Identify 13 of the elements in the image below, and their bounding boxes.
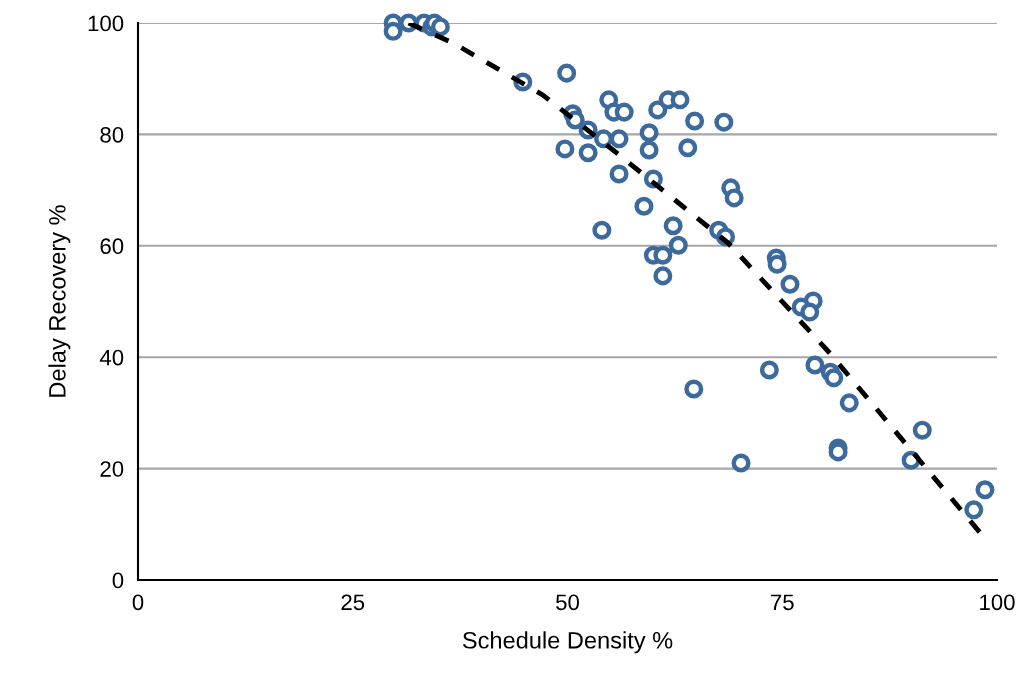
y-tick-label: 60 — [100, 238, 124, 255]
x-axis-title: Schedule Density % — [462, 631, 673, 654]
x-tick-label: 25 — [341, 594, 365, 611]
y-tick-label: 40 — [99, 349, 124, 366]
x-tick-label: 100 — [980, 594, 1015, 611]
x-tick-label: 50 — [556, 594, 579, 611]
y-axis-title: Delay Recovery % — [48, 205, 71, 397]
y-tick-label: 80 — [100, 126, 124, 143]
y-tick-label: 0 — [112, 572, 124, 589]
x-tick-label: 75 — [771, 594, 794, 611]
y-tick-label: 100 — [88, 15, 124, 32]
y-tick-label: 20 — [100, 461, 124, 477]
x-tick-label: 0 — [132, 594, 144, 611]
